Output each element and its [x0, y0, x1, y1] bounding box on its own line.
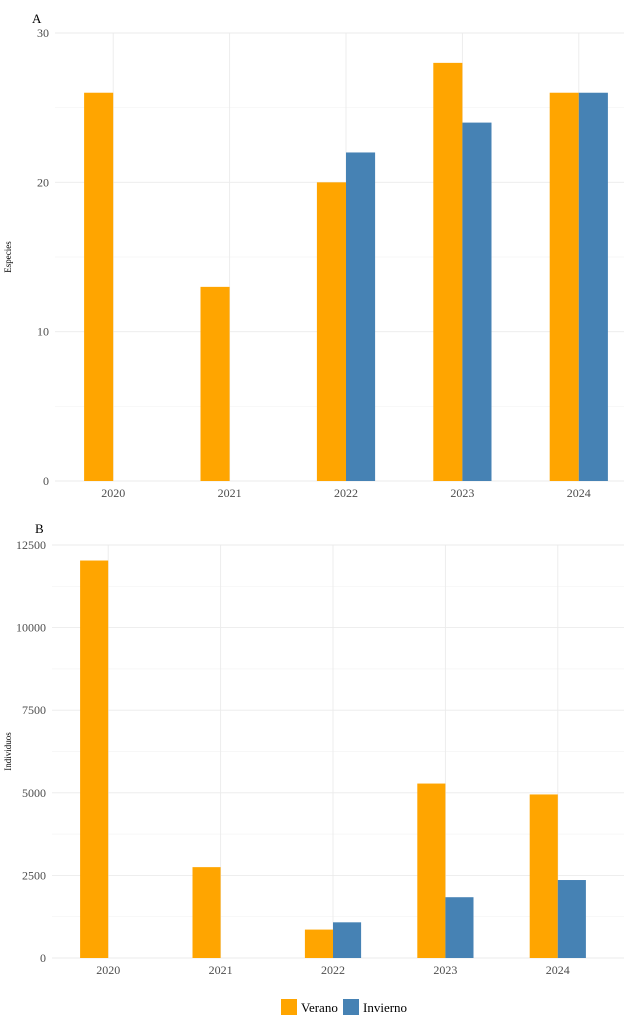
- y-tick-label: 5000: [22, 786, 46, 800]
- x-tick-label: 2023: [433, 963, 457, 977]
- bar-verano-2024: [529, 794, 558, 958]
- x-tick-label: 2021: [209, 963, 233, 977]
- bar-verano-2021: [192, 867, 221, 958]
- panel-label: B: [35, 521, 44, 536]
- panel-label: A: [32, 11, 42, 26]
- y-axis-title: Individuos: [3, 732, 13, 771]
- bar-invierno-2024: [578, 92, 608, 481]
- bar-verano-2023: [417, 783, 446, 958]
- y-tick-label: 2500: [22, 868, 46, 882]
- x-tick-label: 2023: [450, 486, 474, 500]
- legend-swatch-verano: [281, 999, 297, 1015]
- y-tick-label: 20: [37, 175, 49, 189]
- x-tick-label: 2024: [546, 963, 570, 977]
- y-tick-label: 10000: [16, 621, 46, 635]
- y-tick-label: 30: [37, 26, 49, 40]
- legend-swatch-invierno: [343, 999, 359, 1015]
- bar-verano-2024: [549, 92, 579, 481]
- bar-verano-2022: [304, 929, 333, 958]
- legend: Verano Invierno: [281, 999, 407, 1015]
- panel-a-species-chart: 0 10 20 30 2020 2021 2022 2023 2024 Especies A: [3, 11, 624, 500]
- y-tick-label: 10: [37, 325, 49, 339]
- bar-verano-2020: [80, 560, 109, 958]
- bar-verano-2023: [433, 62, 463, 481]
- y-tick-label: 12500: [16, 538, 46, 552]
- bar-verano-2021: [200, 286, 230, 481]
- bar-invierno-2023: [445, 897, 474, 958]
- x-tick-label: 2020: [101, 486, 125, 500]
- y-tick-label: 0: [43, 474, 49, 488]
- legend-label-verano: Verano: [301, 1000, 338, 1015]
- bar-invierno-2022: [333, 922, 362, 958]
- y-tick-label: 0: [40, 951, 46, 965]
- x-tick-label: 2021: [218, 486, 242, 500]
- bar-invierno-2023: [462, 122, 492, 481]
- bar-verano-2020: [84, 92, 114, 481]
- bar-verano-2022: [316, 182, 346, 482]
- panel-b-individuals-chart: 0 2500 5000 7500 10000 12500 2020 2021 2022 2023 2…: [3, 521, 624, 977]
- y-axis-title: Especies: [3, 241, 13, 273]
- bar-invierno-2024: [557, 880, 586, 958]
- legend-label-invierno: Invierno: [363, 1000, 407, 1015]
- x-tick-label: 2020: [96, 963, 120, 977]
- y-tick-label: 7500: [22, 703, 46, 717]
- bar-invierno-2022: [346, 152, 376, 481]
- x-tick-label: 2022: [321, 963, 345, 977]
- x-tick-label: 2024: [567, 486, 591, 500]
- x-tick-label: 2022: [334, 486, 358, 500]
